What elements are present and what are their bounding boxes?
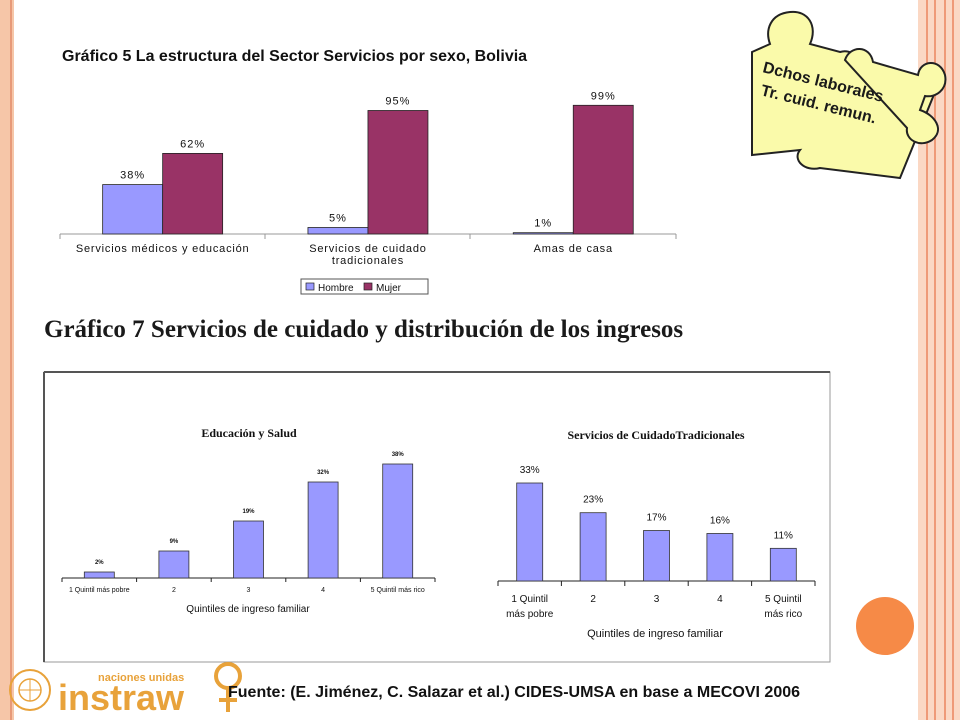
chart-educacion-salud-title: Educación y Salud [201, 426, 297, 440]
chartB-x-label: Quintiles de ingreso familiar [587, 628, 723, 640]
legend-swatch-mujer [363, 282, 373, 291]
chart5-category-label: Servicios de cuidado [309, 243, 427, 255]
chart7-frame [43, 371, 831, 663]
chart5-bar-mujer-1 [162, 152, 224, 235]
chartA-bar-5 [382, 463, 414, 579]
chartB-category-label: 2 [590, 594, 596, 605]
chartA-category-label: 2 [172, 587, 176, 594]
chart5-category-label: Servicios médicos y educación [76, 243, 250, 255]
chart5-bar-hombre-2 [307, 227, 369, 235]
un-emblem-icon [9, 669, 51, 711]
chartB-category-label: 1 Quintil [511, 594, 548, 605]
logo-small-text: naciones unidas [98, 672, 184, 684]
chart5-bar-hombre-3 [512, 232, 574, 235]
chart5-data-label: 1% [534, 218, 552, 230]
orange-decoration-circle [856, 597, 914, 655]
puzzle-piece-icon: Dchos laborales Tr. cuid. remun. [751, 10, 947, 180]
chart-cuidado-tradicionales: Servicios de CuidadoTradicionales Quinti… [497, 428, 816, 640]
chartA-category-label: 3 [247, 587, 251, 594]
chartB-category-label: más pobre [506, 609, 554, 620]
chartB-category-label: más rico [764, 609, 802, 620]
chartB-data-label: 17% [646, 513, 666, 524]
chartB-category-label: 4 [717, 594, 723, 605]
chartA-data-label: 38% [392, 452, 405, 458]
chartB-data-label: 23% [583, 495, 603, 506]
chart5-plot: Hombre Mujer 38% 62% Servicios médicos y e… [59, 90, 677, 295]
chart5-data-label: 5% [329, 213, 347, 225]
chart5-data-label: 62% [180, 138, 205, 150]
chart5-data-label: 38% [120, 170, 145, 182]
instraw-logo: naciones unidas instraw [9, 662, 242, 718]
chartA-bar-1 [83, 571, 115, 579]
chart-educacion-salud: Educación y Salud Quintiles de ingreso f… [61, 426, 436, 615]
legend-label-mujer: Mujer [376, 283, 402, 294]
chartA-data-label: 32% [317, 470, 330, 476]
chartB-category-label: 3 [654, 594, 660, 605]
chartB-data-label: 16% [710, 515, 730, 526]
chartB-data-label: 33% [520, 465, 540, 476]
slide-left-border [0, 0, 14, 720]
chart5-title: Gráfico 5 La estructura del Sector Servi… [62, 48, 528, 65]
chartB-bar-2 [579, 512, 607, 582]
chartB-category-label: 5 Quintil [765, 594, 802, 605]
chart5-bar-mujer-3 [572, 104, 634, 235]
chart-cuidado-title: Servicios de CuidadoTradicionales [567, 428, 744, 442]
chart5-category-label: tradicionales [332, 255, 404, 267]
source-footnote: Fuente: (E. Jiménez, C. Salazar et al.) … [228, 684, 801, 701]
chart5-data-label: 95% [385, 96, 410, 108]
chart5-data-label: 99% [591, 90, 616, 102]
chartA-data-label: 9% [170, 539, 179, 545]
chartA-bar-4 [307, 481, 339, 579]
chartA-x-label: Quintiles de ingreso familiar [186, 604, 310, 615]
chartA-category-label: 5 Quintil más rico [371, 587, 425, 594]
chartB-bar-1 [516, 482, 544, 582]
chartA-data-label: 2% [95, 560, 104, 566]
legend-label-hombre: Hombre [318, 283, 354, 294]
chartB-bar-4 [706, 533, 734, 582]
chart5-bar-hombre-1 [102, 184, 164, 235]
chartB-bar-5 [769, 547, 797, 582]
logo-big-text: instraw [58, 677, 185, 718]
chartA-data-label: 19% [242, 509, 255, 515]
chartB-bar-3 [643, 530, 670, 582]
chart5-bar-mujer-2 [367, 110, 429, 235]
chartB-data-label: 11% [774, 530, 793, 541]
chart7-section-title: Gráfico 7 Servicios de cuidado y distrib… [44, 316, 684, 343]
chartA-bar-3 [233, 520, 264, 579]
legend-swatch-hombre [305, 282, 315, 291]
chartA-bar-2 [158, 550, 190, 579]
chart5-category-label: Amas de casa [534, 243, 613, 255]
chartA-category-label: 1 Quintil más pobre [69, 587, 130, 594]
chartA-category-label: 4 [321, 587, 325, 594]
